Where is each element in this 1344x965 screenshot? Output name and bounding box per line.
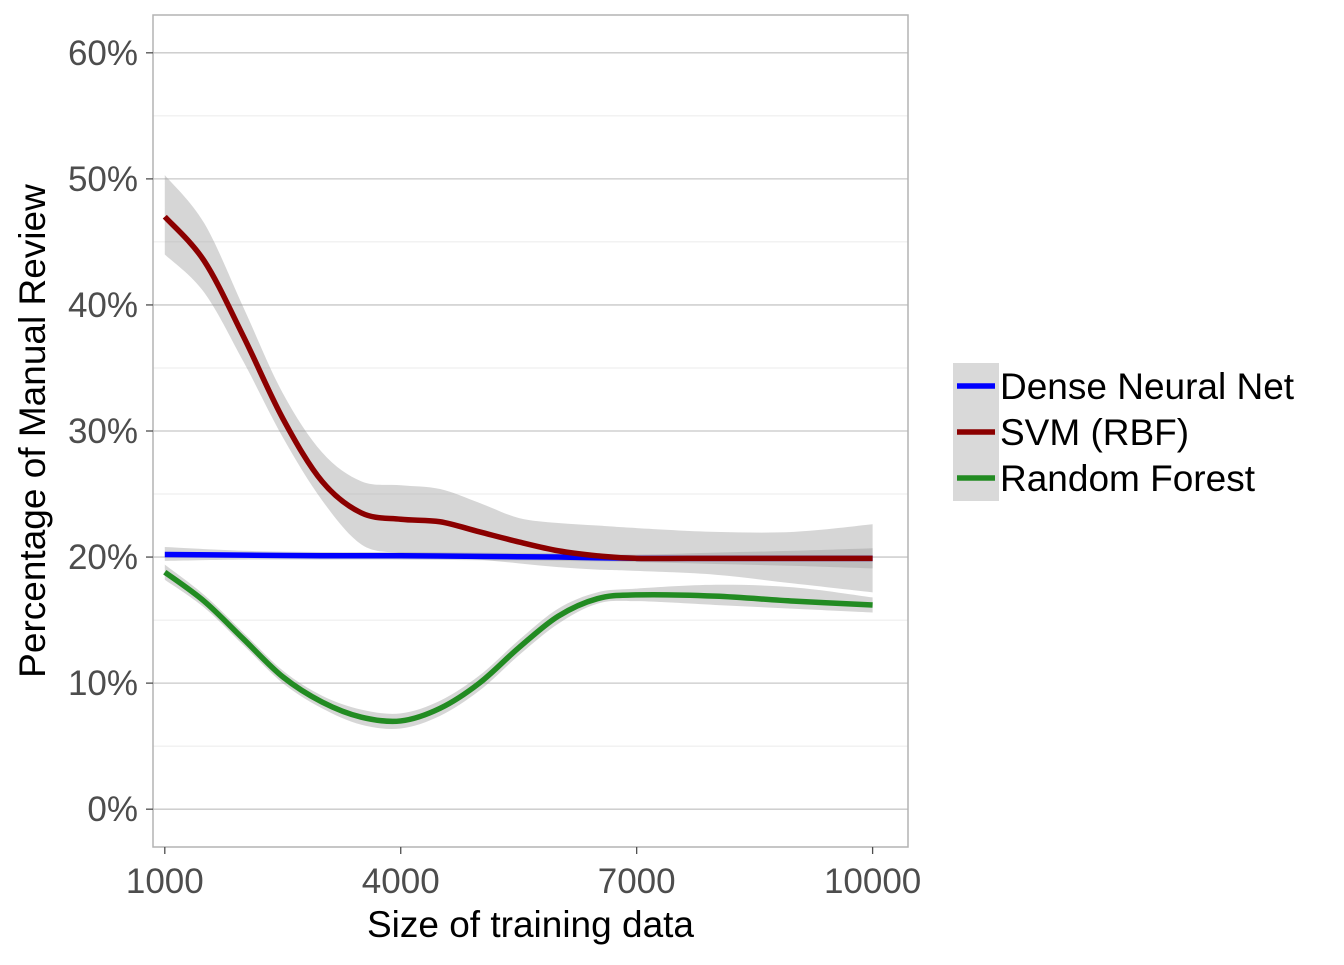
y-tick-label: 0%: [87, 790, 138, 829]
x-tick-label: 10000: [824, 862, 921, 901]
y-tick-label: 50%: [68, 160, 138, 199]
x-tick-label: 7000: [598, 862, 676, 901]
y-axis-title: Percentage of Manual Review: [12, 184, 53, 678]
y-tick-label: 20%: [68, 538, 138, 577]
x-tick-label: 4000: [362, 862, 440, 901]
legend-label: Dense Neural Net: [1000, 366, 1295, 407]
y-tick-label: 60%: [68, 34, 138, 73]
y-tick-label: 30%: [68, 412, 138, 451]
x-axis-title: Size of training data: [367, 904, 694, 945]
ci-band-series-1: [164, 175, 873, 593]
line-series-1: [162, 214, 873, 562]
y-tick-label: 40%: [68, 286, 138, 325]
x-tick-label: 1000: [126, 862, 204, 901]
legend: Dense Neural Net SVM (RBF) Random Forest: [953, 363, 1295, 501]
line-series-2: [163, 569, 873, 725]
y-tick-label: 10%: [68, 664, 138, 703]
legend-label: Random Forest: [1000, 458, 1256, 499]
legend-label: SVM (RBF): [1000, 412, 1189, 453]
